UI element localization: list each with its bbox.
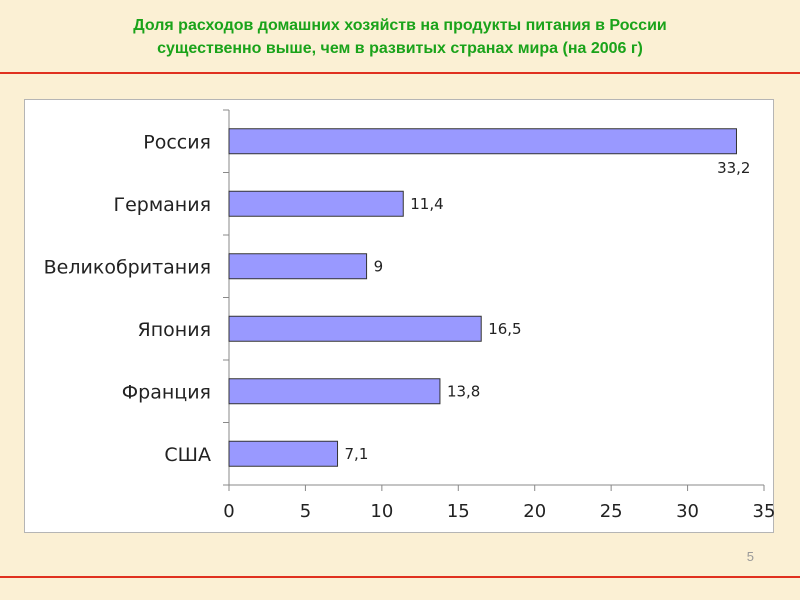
value-axis-tick-label: 20 (523, 501, 546, 522)
bar-value-label: 13,8 (447, 382, 480, 400)
bar (228, 190, 404, 217)
bottom-divider (0, 576, 800, 578)
page-number: 5 (746, 549, 754, 564)
value-axis-tick-label: 5 (300, 501, 311, 522)
bar (228, 440, 339, 467)
slide-title-line-1: Доля расходов домашних хозяйств на проду… (133, 17, 667, 34)
category-label: Германия (113, 194, 211, 216)
bar (228, 378, 441, 405)
slide-title: Доля расходов домашних хозяйств на проду… (20, 14, 780, 60)
bar-value-label: 33,2 (717, 159, 750, 177)
bar (228, 128, 737, 155)
bar (228, 315, 482, 342)
top-divider (0, 72, 800, 74)
chart-frame: 0 5 10 15 20 25 30 35 Россия 33,2 Германия 11,4 Вели… (24, 99, 775, 533)
bar-value-label: 16,5 (488, 320, 521, 338)
value-axis-tick-label: 35 (753, 501, 775, 522)
value-axis-tick-label: 0 (223, 501, 234, 522)
value-axis-tick-label: 10 (370, 501, 393, 522)
category-label: США (164, 444, 211, 466)
value-axis-tick-label: 25 (600, 501, 623, 522)
category-label: Россия (143, 131, 211, 153)
bar-chart: 0 5 10 15 20 25 30 35 Россия 33,2 Германия 11,4 Вели… (44, 109, 775, 522)
category-label: Япония (138, 319, 211, 341)
bar-value-label: 7,1 (345, 445, 369, 463)
bar (228, 253, 368, 280)
value-axis-tick-label: 15 (447, 501, 470, 522)
bar-value-label: 9 (374, 257, 384, 275)
bar-value-label: 11,4 (410, 195, 443, 213)
slide-title-line-2: существенно выше, чем в развитых странах… (157, 40, 643, 57)
category-label: Франция (122, 381, 211, 403)
category-label: Великобритания (44, 256, 211, 278)
value-axis-tick-label: 30 (676, 501, 699, 522)
